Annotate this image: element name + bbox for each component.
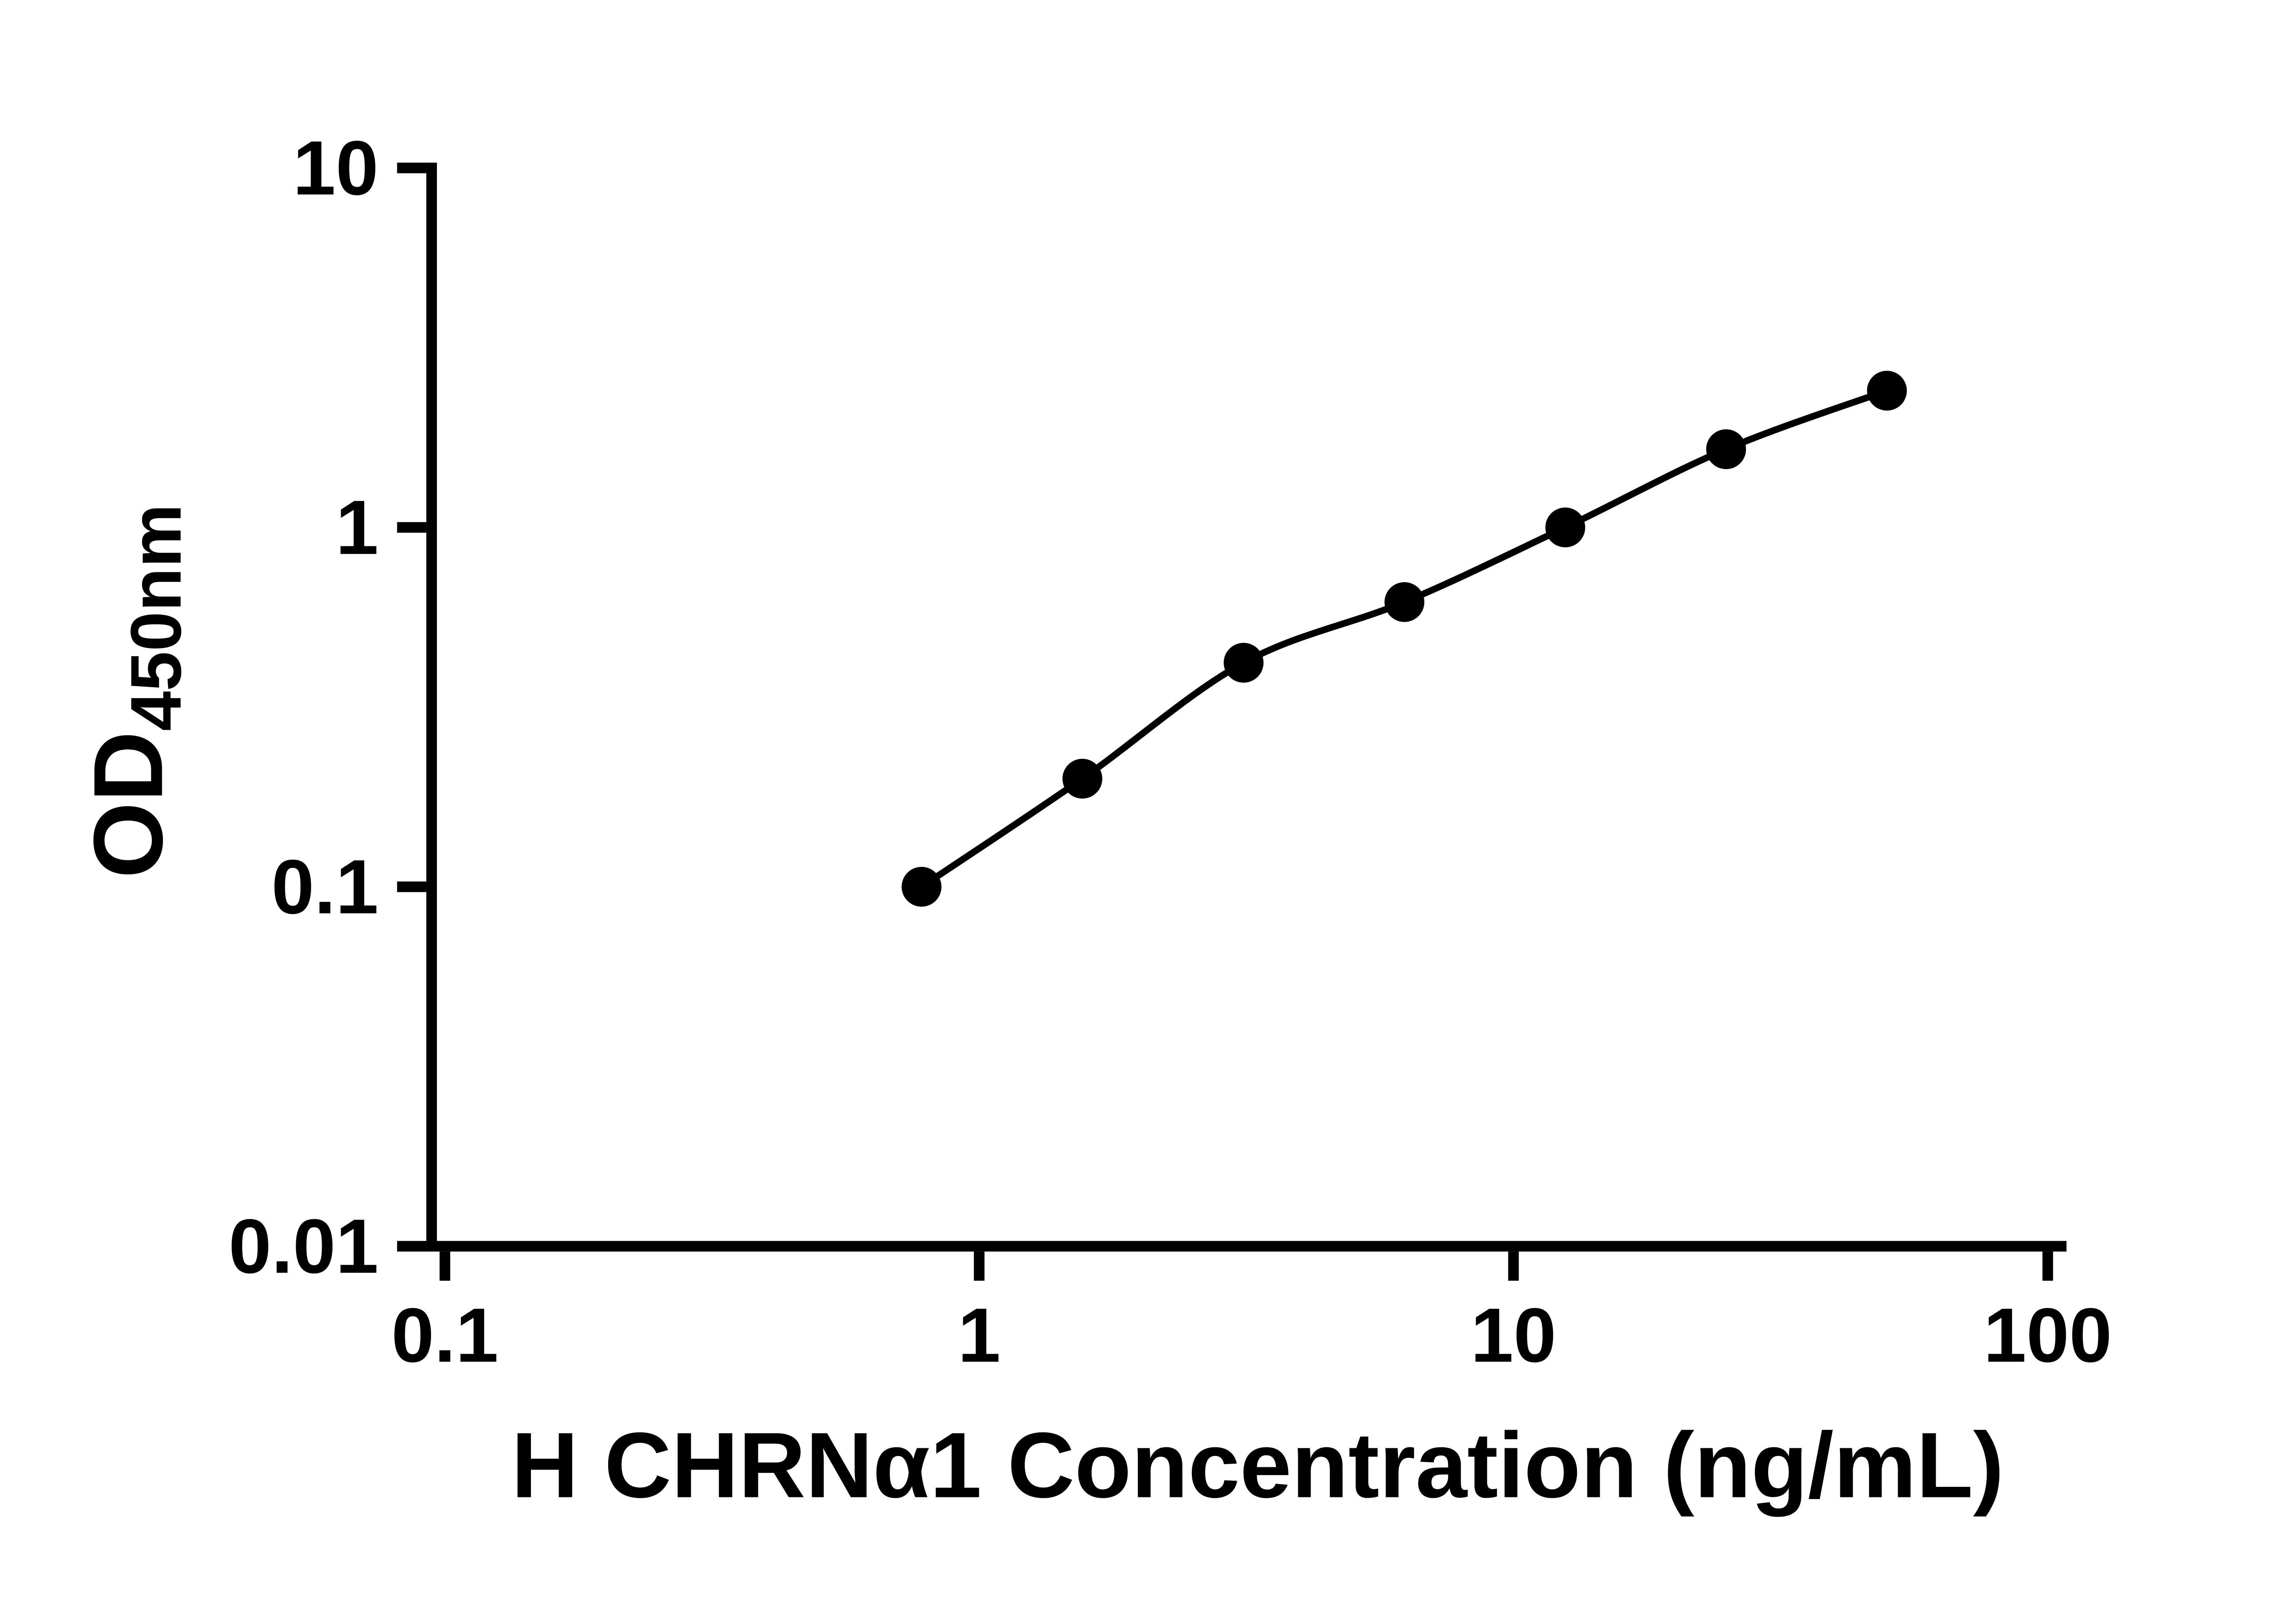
data-point — [1545, 507, 1586, 548]
x-tick-label: 100 — [1983, 1292, 2112, 1378]
y-tick-label: 0.1 — [272, 843, 379, 930]
y-axis-title: OD450nm — [73, 504, 196, 879]
fit-curve-layer — [919, 387, 1888, 890]
x-tick-label: 1 — [958, 1292, 1001, 1378]
data-point — [1224, 643, 1264, 683]
data-point — [1706, 429, 1746, 470]
data-point — [902, 866, 942, 907]
y-tick-label: 10 — [293, 124, 379, 211]
x-axis-title: H CHRNα1 Concentration (ng/mL) — [511, 1414, 2004, 1517]
y-axis-ticks — [397, 163, 426, 1252]
data-points-layer — [902, 371, 1907, 907]
y-tick-label: 0.01 — [228, 1203, 378, 1289]
axis-lines — [426, 163, 2067, 1252]
x-tick-label: 10 — [1471, 1292, 1557, 1378]
x-tick-label: 0.1 — [392, 1292, 499, 1378]
axes-layer — [426, 163, 2067, 1252]
x-axis-ticks — [439, 1251, 2053, 1281]
y-axis-tick-labels: 0.01 0.1 1 10 — [228, 124, 378, 1289]
fit-curve — [919, 387, 1888, 890]
data-point — [1384, 582, 1424, 622]
y-axis-title-sub: 450nm — [116, 504, 196, 731]
x-axis-tick-labels: 0.1 1 10 100 — [392, 1292, 2112, 1378]
y-tick-label: 1 — [336, 484, 378, 570]
data-point — [1062, 758, 1102, 799]
y-axis-title-main: OD — [73, 731, 183, 879]
data-point — [1867, 371, 1907, 411]
